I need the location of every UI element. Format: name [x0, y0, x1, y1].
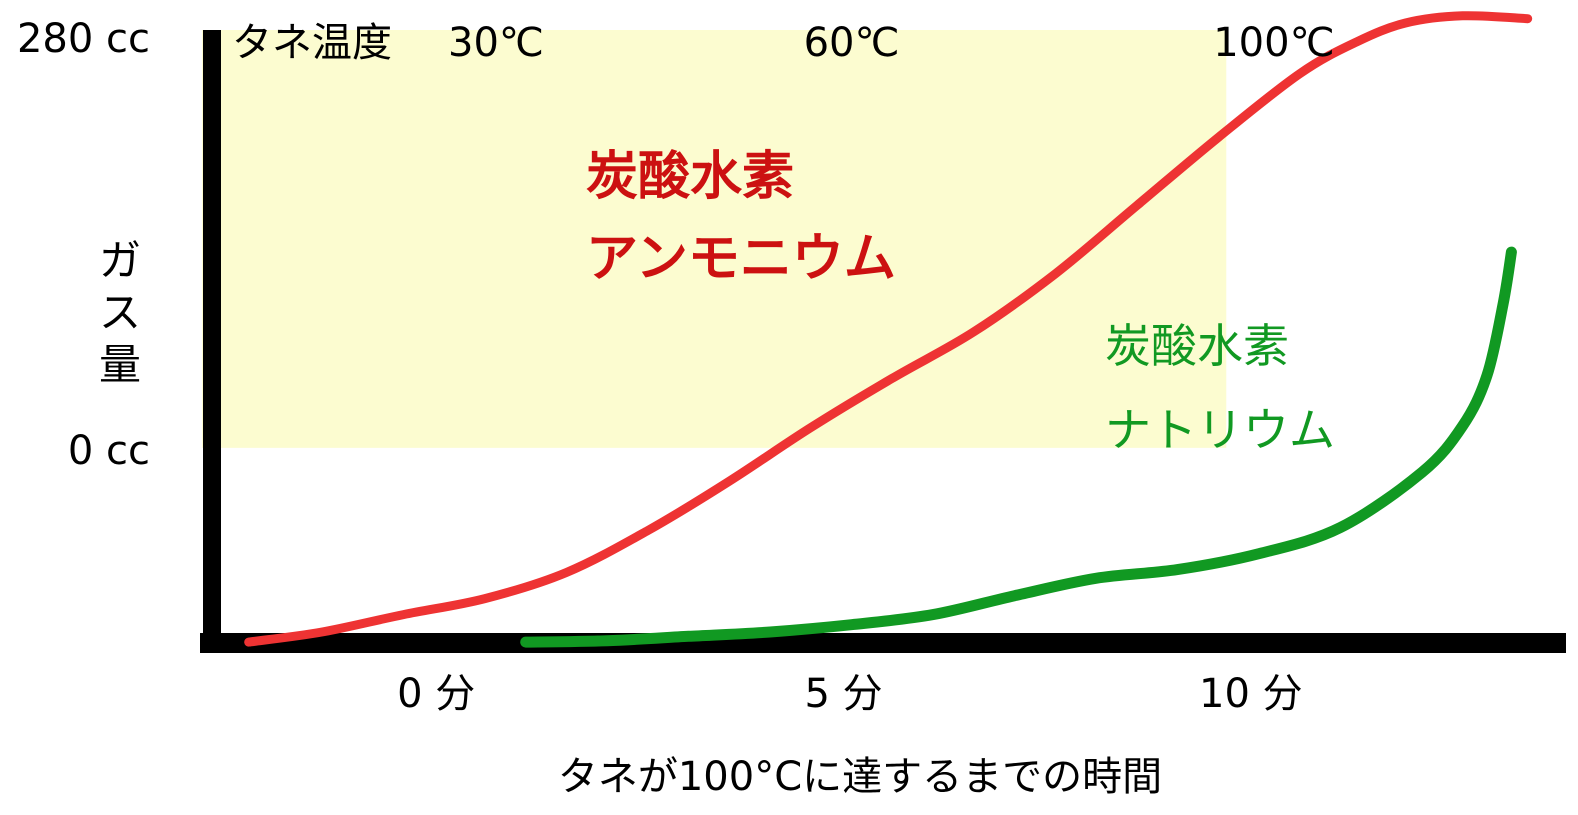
temperature-mark-3: 100℃	[1213, 20, 1334, 66]
temperature-prefix: タネ温度	[232, 20, 392, 66]
series-line-1	[244, 11, 1533, 647]
y-axis-label: ガス量	[99, 236, 141, 389]
series-layer	[244, 11, 1533, 648]
x-axis-label: タネが100°Cに達するまでの時間	[558, 754, 1162, 800]
series-label-ammonium: 炭酸水素アンモニウム	[586, 147, 896, 289]
x-tick-label-1: 0 分	[397, 671, 475, 717]
x-tick-label-2: 5 分	[804, 671, 882, 717]
temperature-mark-1: 30℃	[448, 20, 544, 66]
temperature-mark-2: 60℃	[804, 20, 900, 66]
text-layer: 280 cc 0 cc 0 分 5 分 10 分 タネ温度 30℃ 60℃ 100℃ ガス量タネが…	[17, 16, 1335, 800]
series-label-sodium: 炭酸水素ナトリウム	[1105, 319, 1335, 457]
shaded-temperature-region	[201, 30, 1227, 448]
series-line-2	[520, 246, 1517, 648]
y-tick-label-zero: 0 cc	[68, 428, 150, 474]
x-tick-label-3: 10 分	[1199, 671, 1303, 717]
y-tick-label-top: 280 cc	[17, 16, 150, 62]
